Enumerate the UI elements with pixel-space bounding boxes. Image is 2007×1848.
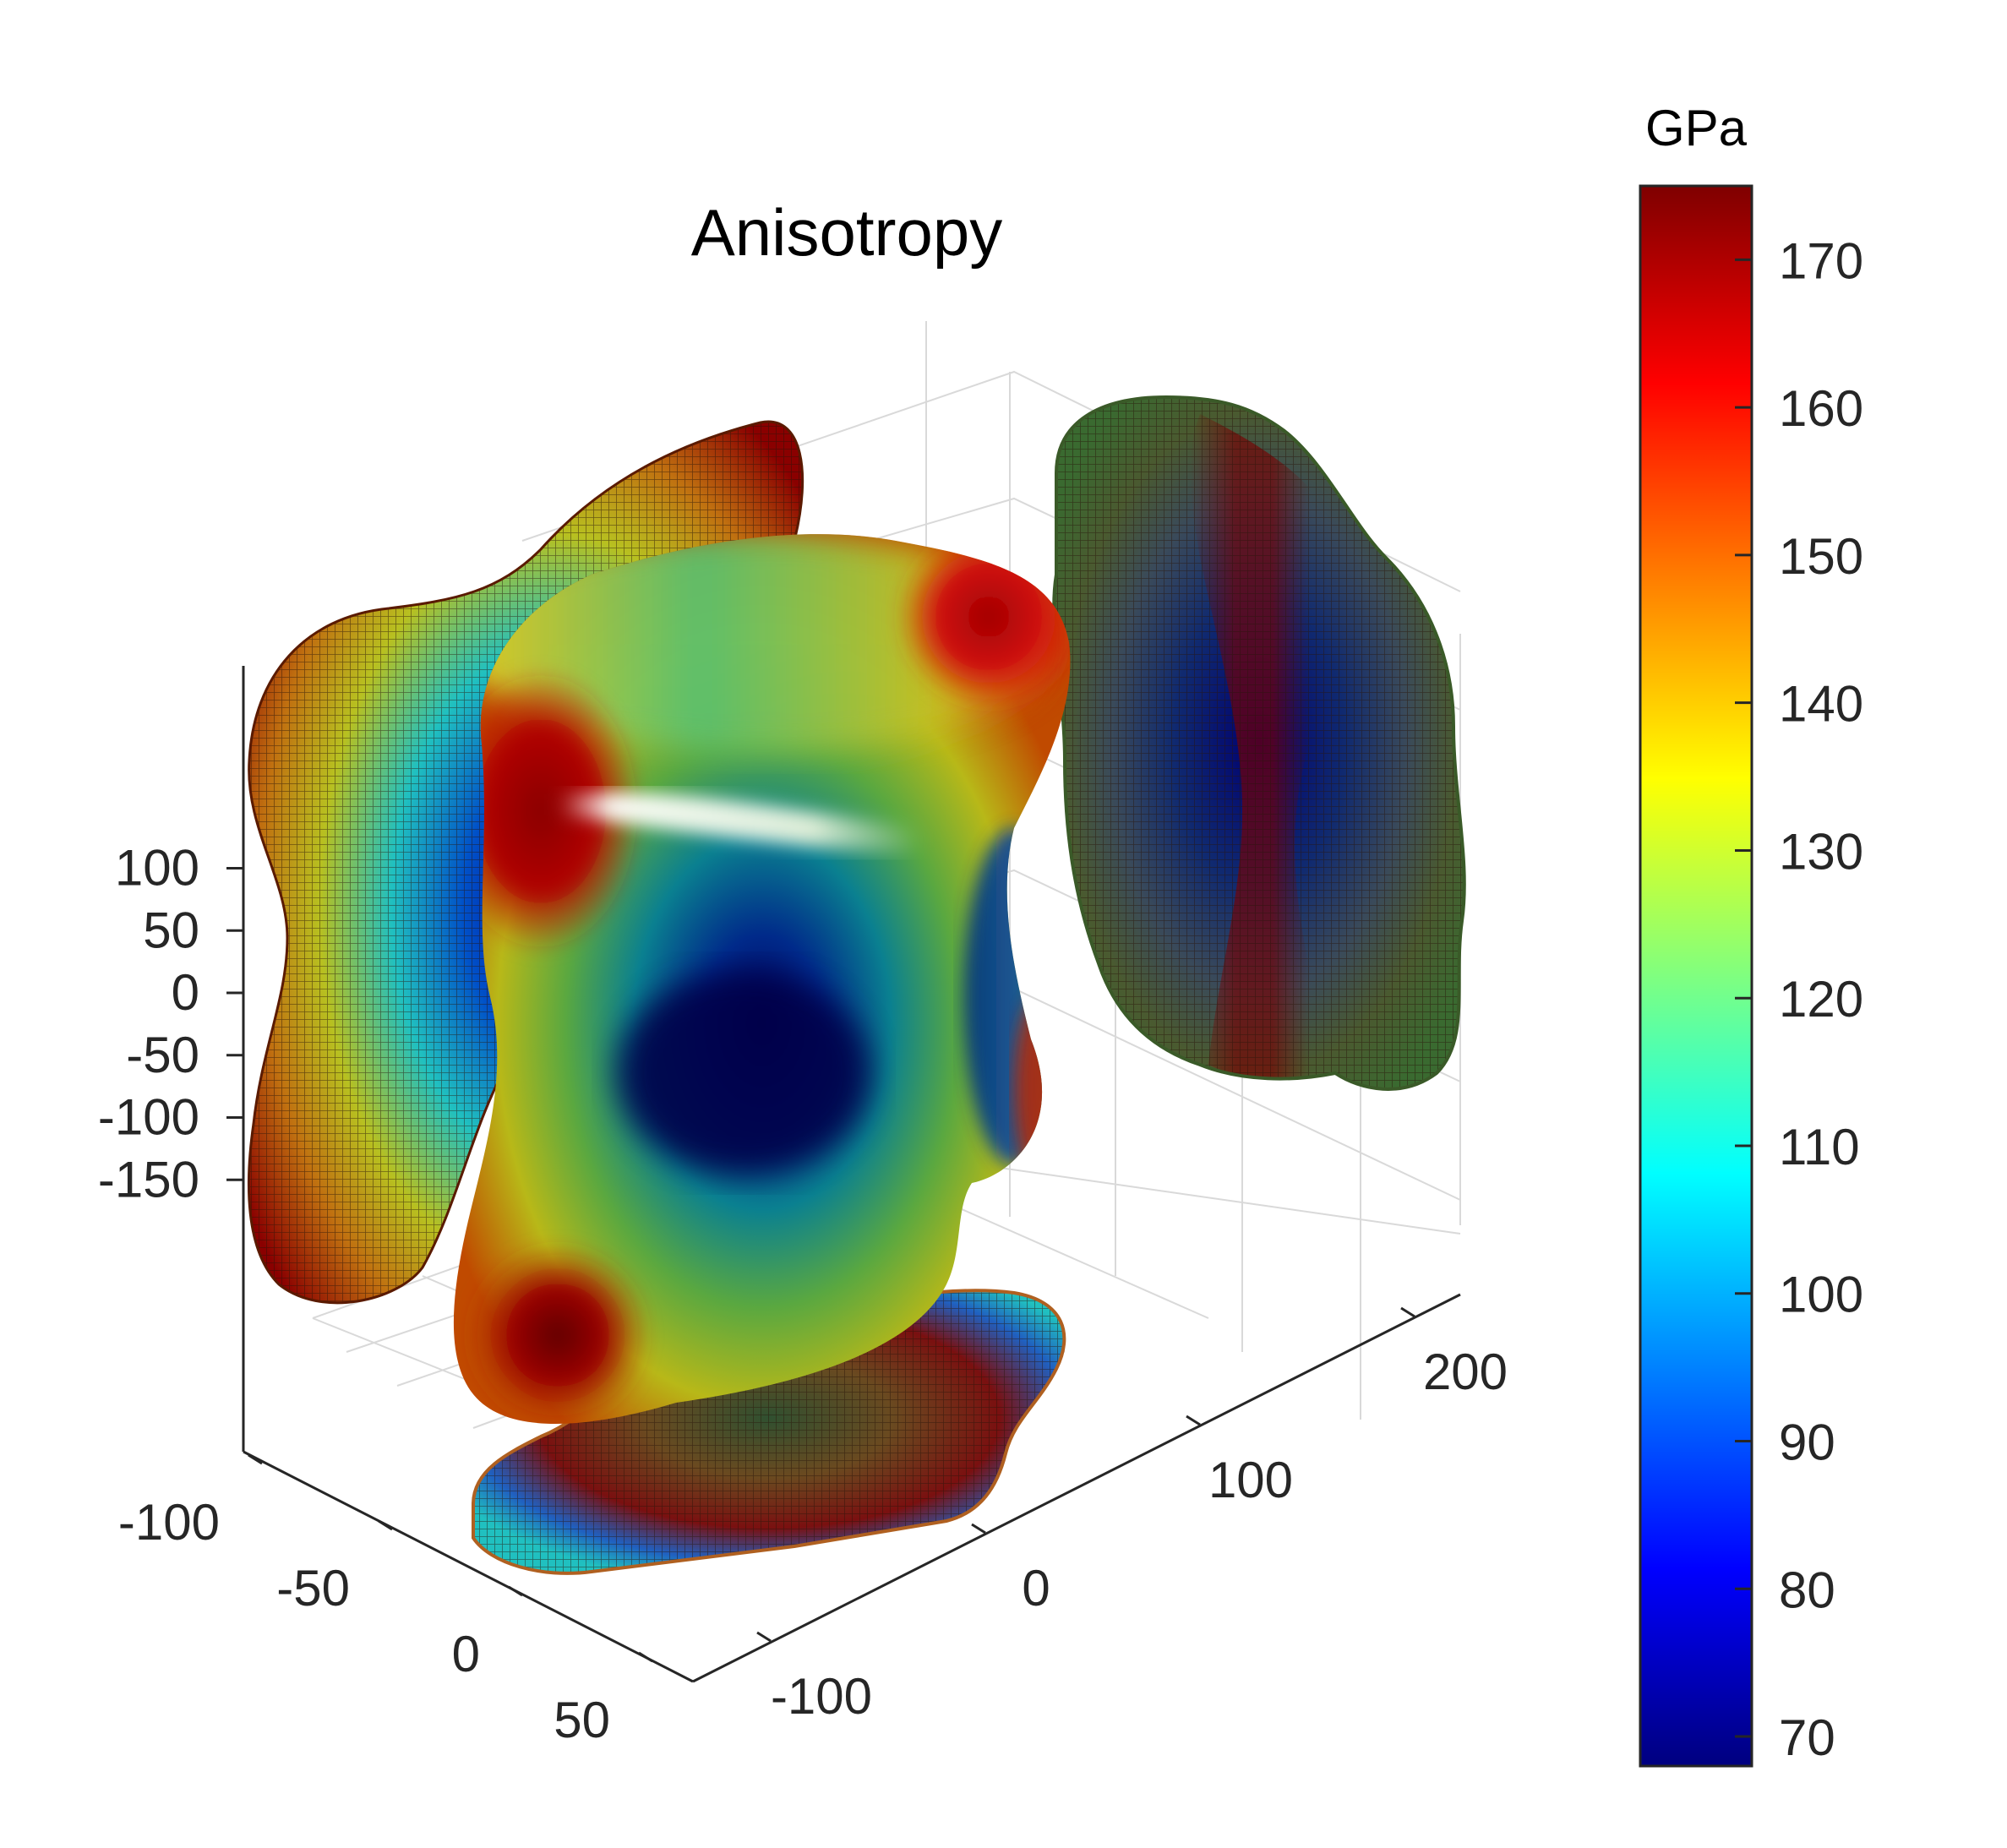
colorbar-tick-label: 150 <box>1779 528 1863 585</box>
colorbar-tick-label: 110 <box>1779 1119 1860 1175</box>
colorbar-tick-label: 130 <box>1779 823 1863 880</box>
colorbar-unit: GPa <box>1645 100 1748 156</box>
colorbar-ticks: 70 80 90 100 110 120 130 140 150 160 170 <box>1735 232 1863 1766</box>
y-tick-label: 200 <box>1423 1344 1508 1400</box>
z-tick-label: 0 <box>172 964 199 1021</box>
surface-main <box>453 534 1071 1424</box>
colorbar-tick-label: 90 <box>1779 1415 1835 1471</box>
z-tick-label: -50 <box>126 1027 199 1083</box>
colorbar-tick-label: 120 <box>1779 971 1863 1028</box>
z-tick-label: -150 <box>98 1151 199 1207</box>
x-tick-mark <box>638 1651 653 1663</box>
y-axis-ticks: -100 0 100 200 <box>756 1306 1508 1725</box>
z-tick-label: 100 <box>115 840 199 897</box>
colorbar-tick-label: 80 <box>1779 1562 1835 1618</box>
y-tick-mark <box>1400 1306 1415 1318</box>
colorbar: 70 80 90 100 110 120 130 140 150 160 170 GPa <box>1639 100 1863 1768</box>
projection-right-mesh <box>1052 395 1466 1091</box>
x-tick-label: -50 <box>276 1560 350 1616</box>
colorbar-tick-label: 100 <box>1779 1267 1863 1323</box>
x-tick-label: 0 <box>452 1626 480 1682</box>
z-tick-label: 50 <box>143 902 199 958</box>
y-tick-label: -100 <box>771 1668 872 1725</box>
x-tick-mark <box>508 1585 523 1597</box>
y-tick-mark <box>756 1631 772 1643</box>
y-tick-label: 100 <box>1208 1452 1293 1508</box>
y-tick-mark <box>1186 1415 1201 1426</box>
colorbar-tick-label: 160 <box>1779 380 1863 437</box>
y-tick-label: 0 <box>1022 1560 1050 1616</box>
colorbar-tick-label: 140 <box>1779 676 1863 733</box>
x-tick-mark <box>248 1453 263 1465</box>
y-tick-mark <box>971 1523 986 1535</box>
z-tick-label: -100 <box>98 1089 199 1146</box>
x-tick-label: 50 <box>554 1692 610 1748</box>
x-axis-ticks: -100 -50 0 50 <box>118 1453 653 1748</box>
colorbar-tick-label: 70 <box>1779 1709 1835 1766</box>
axis-lines <box>242 666 1461 1683</box>
x-tick-label: -100 <box>118 1494 220 1551</box>
x-tick-mark <box>378 1519 393 1531</box>
colorbar-tick-label: 170 <box>1779 232 1863 289</box>
chart-title: Anisotropy <box>691 195 1003 270</box>
colorbar-gradient <box>1639 184 1753 1768</box>
